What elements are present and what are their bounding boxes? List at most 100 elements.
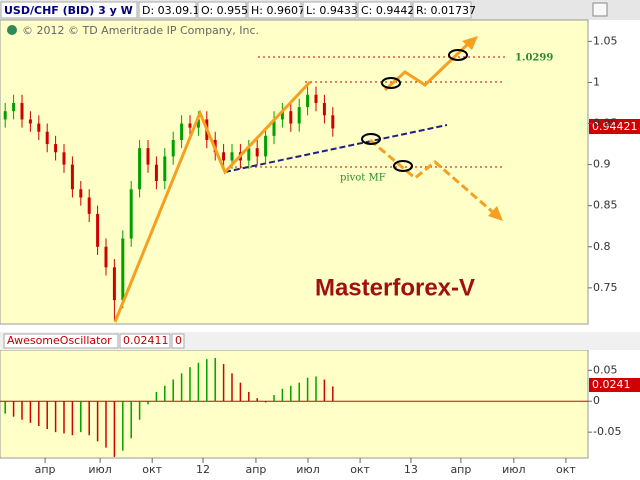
toolbar-field bbox=[0, 1, 138, 19]
candle-body bbox=[12, 102, 16, 112]
candle-body bbox=[129, 189, 133, 239]
price-panel bbox=[0, 19, 589, 325]
arrow-head bbox=[462, 36, 478, 50]
x-tick-label: окт bbox=[556, 463, 576, 476]
osc-tag bbox=[589, 378, 640, 392]
toolbar-text: C: 0.94421 bbox=[361, 4, 421, 17]
candle-body bbox=[104, 246, 108, 268]
candle-body bbox=[280, 111, 284, 120]
x-tick-label: апр bbox=[35, 463, 56, 476]
candle-body bbox=[121, 238, 125, 301]
candle-body bbox=[79, 189, 83, 198]
candle-body bbox=[154, 164, 158, 182]
candle-body bbox=[3, 111, 7, 120]
indicator-field bbox=[3, 333, 119, 349]
candle-body bbox=[196, 119, 200, 128]
y-tick-label: 1 bbox=[593, 75, 600, 88]
candle-body bbox=[112, 267, 116, 301]
copyright: © 2012 © TD Ameritrade IP Company, Inc. bbox=[22, 24, 259, 37]
y-tick-label: 0.05 bbox=[593, 363, 618, 376]
marker-ellipse bbox=[361, 133, 381, 145]
candle-body bbox=[247, 148, 251, 161]
y-tick-label: 0.9 bbox=[593, 158, 611, 171]
toolbar-field bbox=[197, 1, 247, 19]
trend-line bbox=[224, 124, 448, 173]
candle-body bbox=[230, 152, 234, 161]
logo-icon bbox=[7, 25, 17, 35]
marker-ellipse bbox=[381, 77, 401, 89]
wave-line bbox=[113, 80, 312, 323]
y-tick-label: 0.8 bbox=[593, 240, 611, 253]
toolbar-text: H: 0.9607 bbox=[251, 4, 305, 17]
y-tick-label: 0.75 bbox=[593, 281, 618, 294]
candle-body bbox=[322, 102, 326, 116]
candle-body bbox=[45, 131, 49, 145]
candle-body bbox=[264, 135, 268, 157]
candle-body bbox=[28, 119, 32, 124]
y-tick-label: 0 bbox=[593, 394, 600, 407]
indicator-field bbox=[171, 333, 185, 349]
resistance-label: 1.0299 bbox=[515, 53, 553, 64]
toolbar-text: L: 0.94333 bbox=[306, 4, 365, 17]
x-tick-label: апр bbox=[245, 463, 266, 476]
indicator-field bbox=[119, 333, 171, 349]
candle-body bbox=[146, 148, 150, 165]
price-tag-label: 0.94421 bbox=[592, 120, 638, 133]
candle-body bbox=[297, 107, 301, 124]
x-tick-label: июл bbox=[88, 463, 111, 476]
candle-body bbox=[96, 213, 100, 247]
toolbar-text: USD/CHF (BID) 3 y W bbox=[4, 4, 133, 17]
arrow-head bbox=[488, 206, 503, 221]
toolbar-field bbox=[302, 1, 357, 19]
toolbar-text: D: 03.09.12 bbox=[142, 4, 207, 17]
candle-body bbox=[70, 164, 74, 190]
x-tick-label: окт bbox=[350, 463, 370, 476]
x-tick-label: апр bbox=[450, 463, 471, 476]
indicator-value: 0 bbox=[175, 334, 182, 347]
toolbar-field bbox=[357, 1, 412, 19]
x-tick-label: окт bbox=[142, 463, 162, 476]
candle-body bbox=[306, 94, 310, 108]
candle-body bbox=[180, 123, 184, 140]
y-tick-label: 0.95 bbox=[593, 117, 618, 130]
toolbar-field bbox=[412, 1, 472, 19]
osc-tag-label: 0.0241 bbox=[592, 378, 631, 391]
toolbar-field bbox=[247, 1, 302, 19]
marker-ellipse bbox=[448, 49, 468, 61]
x-tick-label: июл bbox=[296, 463, 319, 476]
candle-body bbox=[289, 111, 293, 124]
projection-down bbox=[369, 138, 496, 216]
indicator-value: 0.02411 bbox=[123, 334, 169, 347]
candle-body bbox=[331, 115, 335, 129]
x-tick-label: 13 bbox=[404, 463, 418, 476]
candle-body bbox=[87, 197, 91, 214]
x-tick-label: июл bbox=[502, 463, 525, 476]
candle-body bbox=[255, 148, 259, 157]
price-tag bbox=[589, 119, 640, 134]
y-tick-label: -0.05 bbox=[593, 425, 621, 438]
candle-body bbox=[37, 123, 41, 132]
window-button[interactable] bbox=[592, 2, 608, 17]
candle-body bbox=[171, 139, 175, 157]
candle-body bbox=[314, 94, 318, 103]
candle-body bbox=[222, 152, 226, 161]
oscillator-panel bbox=[0, 349, 589, 459]
x-tick-label: 12 bbox=[196, 463, 210, 476]
candle-body bbox=[20, 102, 24, 120]
candle-body bbox=[62, 152, 66, 165]
toolbar-text: O: 0.95508 bbox=[201, 4, 262, 17]
projection-up bbox=[383, 40, 472, 92]
marker-ellipse bbox=[393, 160, 413, 172]
indicator-title: AwesomeOscillator bbox=[7, 334, 112, 347]
toolbar-field bbox=[138, 1, 197, 19]
y-tick-label: 0.85 bbox=[593, 199, 618, 212]
y-tick-label: 1.05 bbox=[593, 34, 618, 47]
candle-body bbox=[272, 119, 276, 136]
candle-body bbox=[163, 156, 167, 182]
pivot-label: pivot MF bbox=[340, 173, 386, 184]
candle-body bbox=[54, 144, 58, 153]
watermark: Masterforex-V bbox=[315, 274, 475, 301]
toolbar-text: R: 0.01737 bbox=[416, 4, 476, 17]
candle-body bbox=[188, 123, 192, 128]
